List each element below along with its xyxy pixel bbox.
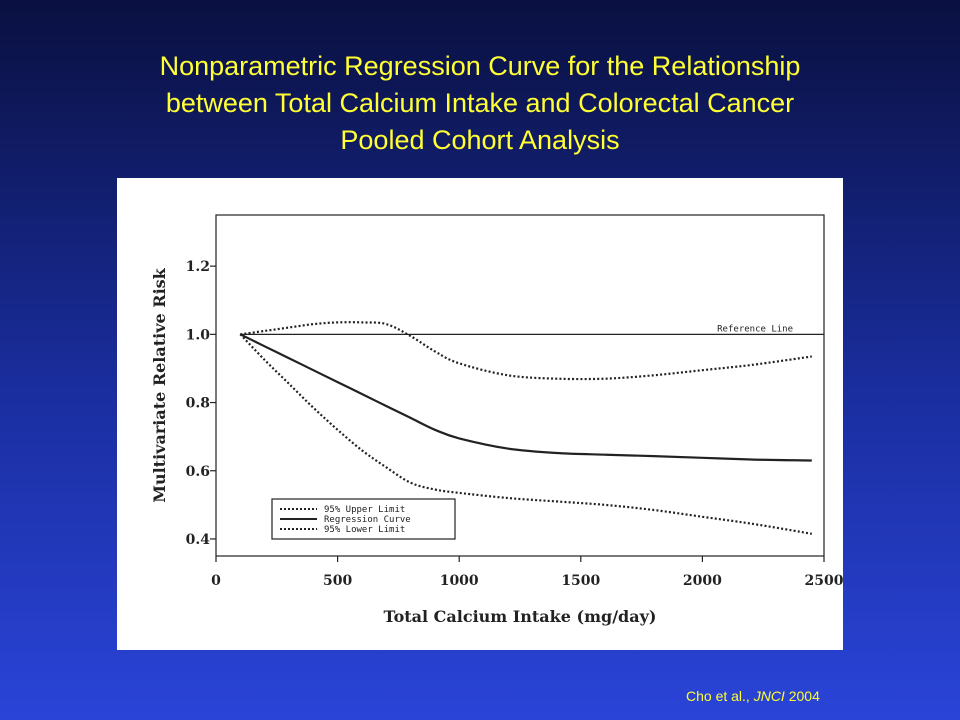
series-line-95-upper-limit	[240, 321, 812, 381]
reference-line-label: Reference Line	[717, 324, 793, 334]
legend-label: Regression Curve	[324, 515, 411, 525]
x-tick-label: 1500	[561, 573, 600, 589]
x-tick-label: 2000	[683, 573, 722, 589]
y-tick-label: 1.2	[186, 259, 210, 275]
citation-year: 2004	[784, 688, 820, 704]
plot-border	[215, 214, 825, 557]
y-tick-label: 0.8	[186, 396, 210, 412]
series-line-regression-curve	[239, 333, 812, 462]
y-tick-label: 0.4	[186, 532, 211, 548]
x-tick-label: 2500	[805, 573, 843, 589]
y-tick-label: 1.0	[186, 327, 211, 343]
title-line-3: Pooled Cohort Analysis	[340, 125, 620, 155]
x-tick-label: 500	[323, 573, 352, 589]
chart-panel: Reference Line 0 500 1000 1500 2000 2500 0.4 0.…	[117, 178, 843, 650]
title-line-2: between Total Calcium Intake and Colorec…	[165, 88, 795, 118]
citation: Cho et al., JNCI 2004	[686, 688, 820, 704]
citation-journal: JNCI	[753, 688, 785, 704]
y-axis-label: Multivariate Relative Risk	[150, 267, 169, 502]
series-line-95-lower-limit	[239, 333, 812, 535]
citation-authors: Cho et al.,	[686, 688, 754, 704]
title-line-1: Nonparametric Regression Curve for the R…	[159, 51, 801, 81]
legend-label: 95% Lower Limit	[324, 525, 405, 535]
x-axis-label: Total Calcium Intake (mg/day)	[384, 607, 657, 626]
x-tick-label: 1000	[440, 573, 479, 589]
legend-label: 95% Upper Limit	[324, 505, 405, 515]
slide-title: Nonparametric Regression Curve for the R…	[0, 48, 960, 159]
x-tick-label: 0	[211, 573, 221, 589]
y-tick-label: 0.6	[186, 464, 210, 480]
regression-chart: Reference Line 0 500 1000 1500 2000 2500 0.4 0.…	[150, 214, 843, 626]
